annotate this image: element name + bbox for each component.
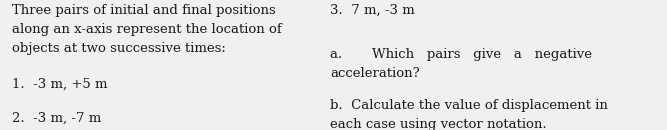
Text: b.  Calculate the value of displacement in
each case using vector notation.: b. Calculate the value of displacement i… (330, 99, 608, 130)
Text: 2.  -3 m, -7 m: 2. -3 m, -7 m (12, 112, 101, 125)
Text: a.       Which   pairs   give   a   negative
acceleration?: a. Which pairs give a negative accelerat… (330, 48, 592, 80)
Text: 3.  7 m, -3 m: 3. 7 m, -3 m (330, 4, 415, 17)
Text: Three pairs of initial and final positions
along an x-axis represent the locatio: Three pairs of initial and final positio… (12, 4, 281, 55)
Text: 1.  -3 m, +5 m: 1. -3 m, +5 m (12, 78, 107, 91)
